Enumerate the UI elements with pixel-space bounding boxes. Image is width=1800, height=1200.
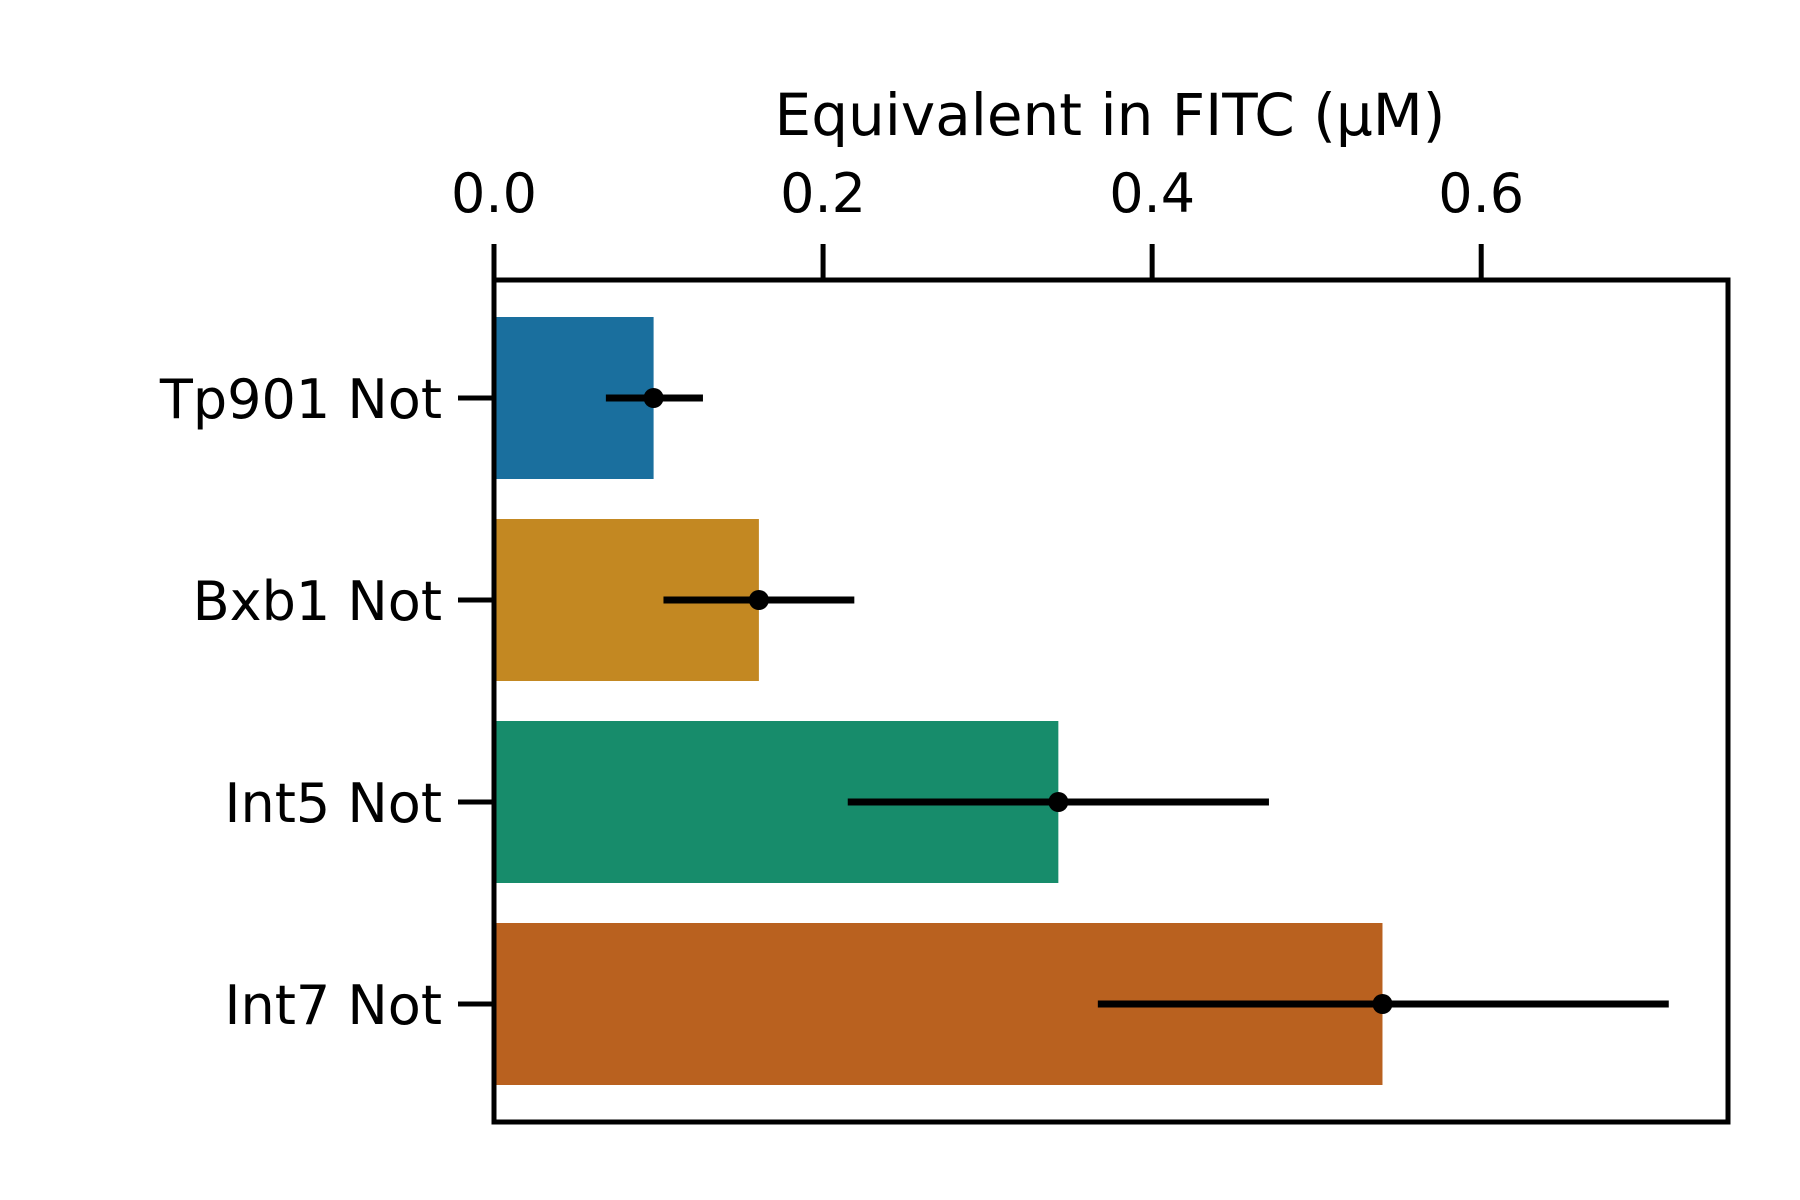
plot-frame xyxy=(491,277,1731,1125)
x-tick-label: 0.6 xyxy=(1438,162,1524,225)
y-tick-label: Tp901 Not xyxy=(159,368,442,431)
y-tick-label: Bxb1 Not xyxy=(193,570,442,633)
x-tick-label: 0.0 xyxy=(451,162,537,225)
x-tick-label: 0.4 xyxy=(1109,162,1195,225)
chart-marks: 0.0 0.2 0.4 0.6 Tp901 Not Bxb1 Not Int5 Not Int… xyxy=(159,162,1669,1085)
x-tick-label: 0.2 xyxy=(780,162,866,225)
mean-point xyxy=(1048,792,1069,812)
x-axis-title: Equivalent in FITC (μM) xyxy=(775,81,1446,149)
y-tick-label: Int7 Not xyxy=(225,974,442,1037)
mean-point xyxy=(1372,994,1393,1014)
y-tick-label: Int5 Not xyxy=(225,772,442,835)
mean-point xyxy=(748,590,769,610)
mean-point xyxy=(643,388,664,408)
